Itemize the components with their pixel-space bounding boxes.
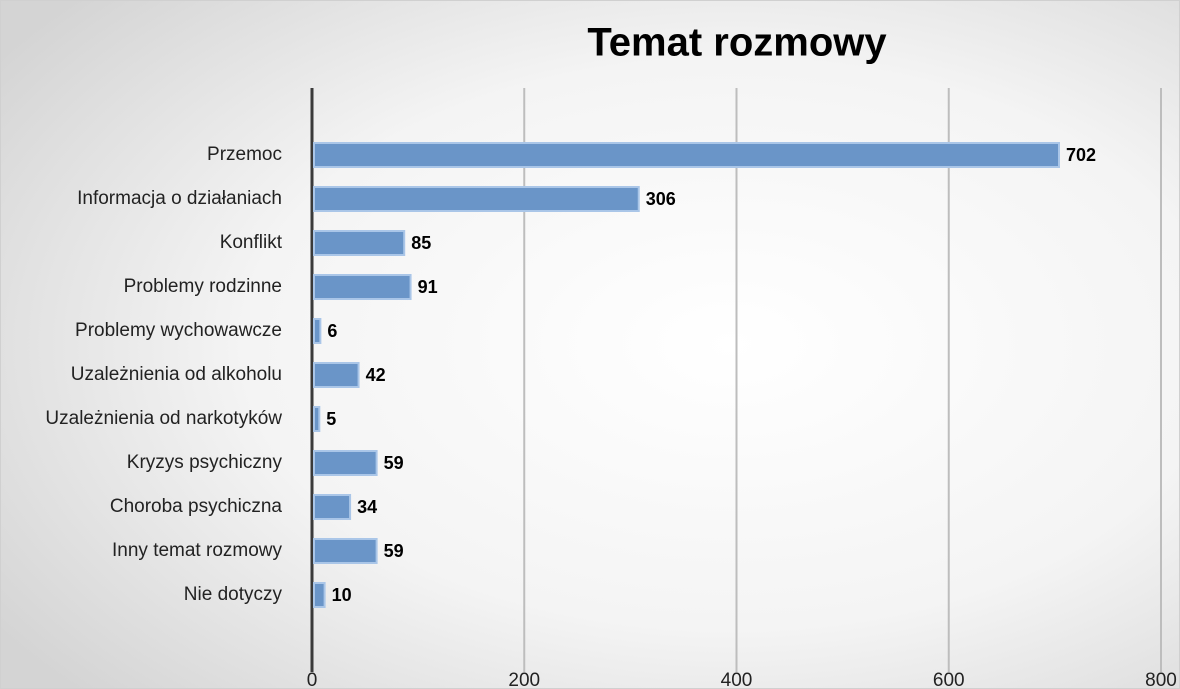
value-label: 59 bbox=[384, 541, 404, 561]
bar bbox=[313, 406, 321, 432]
value-label: 42 bbox=[366, 365, 386, 385]
bar bbox=[313, 230, 406, 256]
chart-title: Temat rozmowy bbox=[587, 21, 887, 65]
bar bbox=[313, 274, 412, 300]
y-tick-label: Inny temat rozmowy bbox=[112, 540, 282, 561]
y-tick-label: Kryzys psychiczny bbox=[127, 452, 283, 473]
y-tick-label: Konflikt bbox=[220, 232, 283, 253]
y-tick-label: Uzależnienia od alkoholu bbox=[71, 364, 282, 385]
bar bbox=[313, 494, 352, 520]
bar bbox=[313, 186, 640, 212]
y-tick-label: Informacja o działaniach bbox=[77, 188, 282, 209]
y-tick-label: Przemoc bbox=[207, 144, 282, 165]
y-tick-label: Problemy wychowawcze bbox=[75, 320, 282, 341]
bar bbox=[313, 450, 378, 476]
bar bbox=[313, 538, 378, 564]
value-label: 5 bbox=[326, 409, 336, 429]
y-tick-label: Problemy rodzinne bbox=[124, 276, 282, 297]
y-tick-label: Uzależnienia od narkotyków bbox=[45, 408, 282, 429]
x-tick-label: 0 bbox=[307, 670, 318, 689]
value-label: 10 bbox=[332, 585, 352, 605]
x-tick-label: 800 bbox=[1145, 670, 1177, 689]
value-label: 306 bbox=[646, 189, 676, 209]
bar bbox=[313, 362, 360, 388]
value-label: 6 bbox=[327, 321, 337, 341]
bar bbox=[313, 582, 326, 608]
bar bbox=[313, 318, 322, 344]
x-tick-label: 200 bbox=[508, 670, 540, 689]
y-tick-label: Nie dotyczy bbox=[184, 584, 283, 605]
value-label: 85 bbox=[411, 233, 431, 253]
x-tick-label: 600 bbox=[933, 670, 965, 689]
value-label: 59 bbox=[384, 453, 404, 473]
value-label: 91 bbox=[418, 277, 438, 297]
value-label: 34 bbox=[357, 497, 377, 517]
bar bbox=[313, 142, 1060, 168]
y-tick-label: Choroba psychiczna bbox=[110, 496, 283, 517]
value-label: 702 bbox=[1066, 145, 1096, 165]
x-tick-label: 400 bbox=[721, 670, 753, 689]
